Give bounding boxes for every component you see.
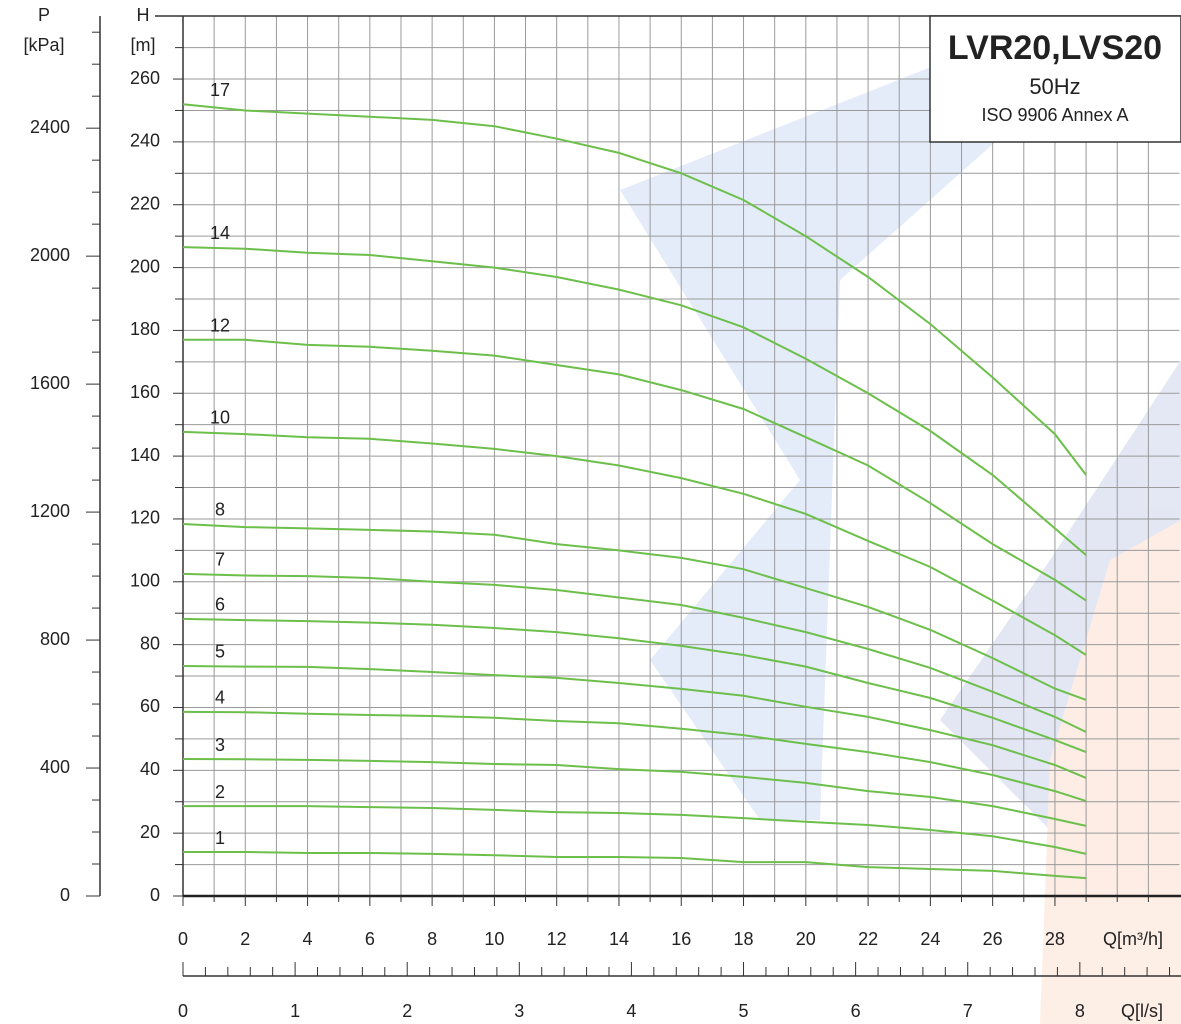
x-tick-label: 24 bbox=[920, 929, 940, 949]
pump-curve bbox=[182, 710, 1087, 803]
curve-label: 1 bbox=[215, 828, 225, 848]
pump-curve bbox=[182, 523, 1087, 701]
x2-tick-label: 8 bbox=[1075, 1001, 1085, 1021]
y-tick-label: 140 bbox=[130, 445, 160, 465]
y-tick-label: 0 bbox=[150, 885, 160, 905]
x2-tick-label: 6 bbox=[851, 1001, 861, 1021]
y2-tick-label: 1200 bbox=[30, 501, 70, 521]
curve-label: 17 bbox=[210, 80, 230, 100]
y2-tick-label: 800 bbox=[40, 629, 70, 649]
y2-tick-label: 2400 bbox=[30, 117, 70, 137]
pump-curve bbox=[182, 665, 1087, 779]
y-tick-label: 80 bbox=[140, 633, 160, 653]
x2-tick-label: 3 bbox=[514, 1001, 524, 1021]
x-tick-label: 18 bbox=[734, 929, 754, 949]
curve-label: 3 bbox=[215, 735, 225, 755]
curve-label: 5 bbox=[215, 642, 225, 662]
curve-label: 10 bbox=[210, 408, 230, 428]
x-tick-label: 4 bbox=[303, 929, 313, 949]
y2-axis-unit: [kPa] bbox=[23, 35, 64, 55]
y2-tick-label: 400 bbox=[40, 757, 70, 777]
curve-label: 14 bbox=[210, 223, 230, 243]
watermark-shape bbox=[1040, 520, 1181, 1024]
pump-curve bbox=[182, 103, 1087, 476]
watermark-shape bbox=[620, 20, 1110, 820]
x-tick-label: 6 bbox=[365, 929, 375, 949]
y-axis-label: H bbox=[137, 5, 150, 25]
x-tick-label: 12 bbox=[547, 929, 567, 949]
x-axis-label: Q[m³/h] bbox=[1103, 929, 1163, 949]
x2-tick-label: 7 bbox=[963, 1001, 973, 1021]
y2-tick-label: 2000 bbox=[30, 245, 70, 265]
x-tick-label: 14 bbox=[609, 929, 629, 949]
x-tick-label: 26 bbox=[983, 929, 1003, 949]
watermark-shape bbox=[940, 360, 1181, 860]
curves: 17 14 12 10 8 7 6 5 4 3 2 1 bbox=[182, 80, 1087, 880]
x-tick-label: 28 bbox=[1045, 929, 1065, 949]
curve-label: 4 bbox=[215, 688, 225, 708]
x2-tick-label: 0 bbox=[178, 1001, 188, 1021]
y2-axis-label: P bbox=[38, 5, 50, 25]
y-tick-label: 220 bbox=[130, 193, 160, 213]
y-tick-label: 160 bbox=[130, 382, 160, 402]
grid bbox=[182, 16, 1180, 897]
pump-curve bbox=[182, 617, 1087, 754]
curve-label: 8 bbox=[215, 500, 225, 520]
x2-tick-label: 4 bbox=[626, 1001, 636, 1021]
y-tick-label: 60 bbox=[140, 696, 160, 716]
pump-curve bbox=[183, 851, 1087, 880]
pump-curve bbox=[182, 572, 1087, 733]
curve-label: 6 bbox=[215, 595, 225, 615]
y-tick-label: 40 bbox=[140, 759, 160, 779]
chart-subtitle: 50Hz bbox=[1029, 74, 1080, 99]
watermark bbox=[620, 20, 1181, 1024]
title-box bbox=[929, 15, 1181, 143]
x-tick-label: 10 bbox=[484, 929, 504, 949]
chart-annotation: ISO 9906 Annex A bbox=[981, 105, 1128, 125]
pump-curve bbox=[183, 338, 1087, 602]
y-tick-label: 260 bbox=[130, 68, 160, 88]
x-tick-label: 2 bbox=[240, 929, 250, 949]
y-tick-label: 20 bbox=[140, 822, 160, 842]
y2-tick-label: 0 bbox=[60, 885, 70, 905]
curve-label: 12 bbox=[210, 316, 230, 336]
pump-curve bbox=[182, 246, 1087, 556]
x2-tick-label: 5 bbox=[739, 1001, 749, 1021]
x-tick-label: 8 bbox=[427, 929, 437, 949]
y-tick-label: 200 bbox=[130, 256, 160, 276]
y-axis-unit: [m] bbox=[131, 35, 156, 55]
y-tick-label: 100 bbox=[130, 571, 160, 591]
y-tick-label: 240 bbox=[130, 131, 160, 151]
y-tick-label: 120 bbox=[130, 508, 160, 528]
x2-axis-label: Q[l/s] bbox=[1121, 1001, 1163, 1021]
chart-title: LVR20,LVS20 bbox=[948, 29, 1162, 67]
x-tick-label: 20 bbox=[796, 929, 816, 949]
x2-tick-label: 1 bbox=[290, 1001, 300, 1021]
x-tick-label: 0 bbox=[178, 929, 188, 949]
curve-label: 2 bbox=[215, 782, 225, 802]
curve-label: 7 bbox=[215, 550, 225, 570]
y-tick-label: 180 bbox=[130, 319, 160, 339]
x-tick-label: 16 bbox=[671, 929, 691, 949]
x-tick-label: 22 bbox=[858, 929, 878, 949]
y2-tick-label: 1600 bbox=[30, 373, 70, 393]
pump-curve bbox=[183, 805, 1087, 855]
pump-curve bbox=[182, 758, 1087, 827]
pump-curve bbox=[182, 430, 1087, 656]
x2-tick-label: 2 bbox=[402, 1001, 412, 1021]
